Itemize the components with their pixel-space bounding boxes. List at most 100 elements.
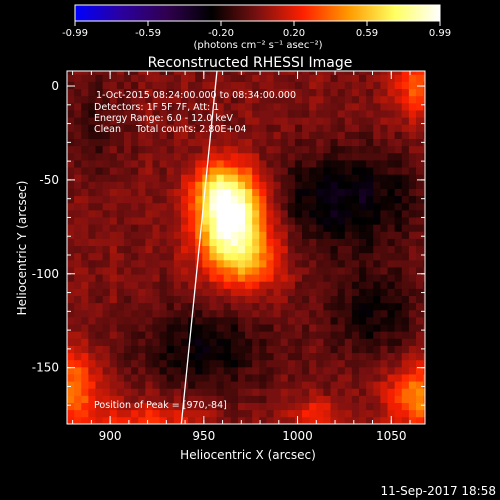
heatmap-pixel — [351, 209, 360, 218]
heatmap-pixel — [387, 331, 396, 339]
heatmap-pixel — [67, 267, 75, 275]
heatmap-pixel — [351, 402, 360, 411]
heatmap-pixel — [209, 245, 217, 254]
heatmap-pixel — [359, 167, 367, 175]
heatmap-pixel — [138, 316, 146, 325]
heatmap-pixel — [188, 274, 196, 282]
heatmap-pixel — [266, 174, 274, 182]
heatmap-pixel — [195, 252, 203, 261]
heatmap-pixel — [95, 81, 104, 90]
heatmap-pixel — [416, 302, 424, 311]
heatmap-pixel — [180, 295, 189, 304]
heatmap-pixel — [159, 345, 168, 354]
colorbar-tick-label: 0.59 — [356, 28, 378, 39]
heatmap-pixel — [259, 281, 267, 289]
heatmap-pixel — [330, 281, 339, 289]
heatmap-pixel — [230, 231, 239, 239]
heatmap-pixel — [195, 138, 203, 147]
heatmap-pixel — [380, 381, 388, 389]
heatmap-pixel — [74, 338, 82, 346]
heatmap-pixel — [273, 209, 282, 218]
x-axis-label: Heliocentric X (arcsec) — [180, 448, 316, 462]
heatmap-pixel — [423, 359, 425, 368]
heatmap-pixel — [302, 245, 310, 254]
heatmap-pixel — [166, 338, 175, 346]
heatmap-pixel — [109, 416, 118, 424]
heatmap-pixel — [180, 238, 189, 247]
heatmap-pixel — [294, 281, 303, 289]
heatmap-pixel — [88, 195, 96, 204]
heatmap-pixel — [74, 331, 82, 339]
heatmap-pixel — [394, 288, 403, 296]
heatmap-pixel — [330, 245, 339, 254]
heatmap-pixel — [173, 217, 182, 225]
heatmap-pixel — [387, 316, 396, 325]
heatmap-pixel — [245, 381, 253, 389]
heatmap-pixel — [131, 316, 139, 325]
heatmap-pixel — [344, 202, 353, 211]
heatmap-pixel — [109, 252, 118, 261]
heatmap-pixel — [67, 302, 75, 311]
heatmap-pixel — [188, 167, 196, 175]
heatmap-pixel — [359, 160, 367, 168]
heatmap-pixel — [387, 409, 396, 418]
heatmap-pixel — [138, 209, 146, 218]
heatmap-pixel — [401, 409, 410, 418]
heatmap-pixel — [416, 174, 424, 182]
heatmap-pixel — [273, 224, 282, 232]
heatmap-pixel — [116, 395, 125, 403]
heatmap-pixel — [223, 202, 232, 211]
heatmap-pixel — [330, 167, 339, 175]
heatmap-pixel — [166, 209, 175, 218]
heatmap-pixel — [259, 117, 267, 125]
heatmap-pixel — [330, 88, 339, 97]
heatmap-pixel — [230, 224, 239, 232]
heatmap-pixel — [309, 381, 317, 389]
heatmap-pixel — [230, 174, 239, 182]
heatmap-pixel — [359, 217, 367, 225]
heatmap-pixel — [180, 331, 189, 339]
heatmap-pixel — [302, 209, 310, 218]
heatmap-pixel — [316, 295, 324, 304]
heatmap-pixel — [138, 274, 146, 282]
heatmap-pixel — [123, 274, 132, 282]
heatmap-pixel — [366, 131, 374, 139]
heatmap-pixel — [95, 395, 104, 403]
heatmap-pixel — [116, 102, 125, 111]
heatmap-pixel — [173, 188, 182, 197]
heatmap-pixel — [330, 359, 339, 368]
heatmap-pixel — [166, 145, 175, 154]
heatmap-pixel — [316, 102, 324, 111]
heatmap-pixel — [195, 352, 203, 361]
heatmap-pixel — [294, 238, 303, 247]
heatmap-pixel — [337, 124, 346, 132]
heatmap-pixel — [302, 195, 310, 204]
heatmap-pixel — [223, 281, 232, 289]
heatmap-pixel — [195, 217, 203, 225]
heatmap-pixel — [351, 338, 360, 346]
heatmap-pixel — [351, 274, 360, 282]
heatmap-pixel — [123, 202, 132, 211]
heatmap-pixel — [373, 402, 381, 411]
heatmap-pixel — [316, 202, 324, 211]
heatmap-pixel — [316, 388, 324, 396]
heatmap-pixel — [180, 81, 189, 90]
heatmap-pixel — [74, 267, 82, 275]
heatmap-pixel — [67, 124, 75, 132]
heatmap-pixel — [202, 374, 210, 382]
heatmap-pixel — [152, 110, 160, 118]
heatmap-pixel — [166, 152, 175, 161]
heatmap-pixel — [95, 160, 104, 168]
heatmap-pixel — [81, 195, 89, 204]
heatmap-pixel — [287, 259, 296, 268]
heatmap-pixel — [373, 345, 381, 354]
heatmap-pixel — [216, 110, 225, 118]
heatmap-pixel — [280, 71, 289, 75]
heatmap-pixel — [294, 88, 303, 97]
heatmap-pixel — [294, 288, 303, 296]
heatmap-pixel — [416, 202, 424, 211]
heatmap-pixel — [188, 174, 196, 182]
heatmap-pixel — [366, 217, 374, 225]
heatmap-pixel — [173, 252, 182, 261]
heatmap-pixel — [259, 217, 267, 225]
